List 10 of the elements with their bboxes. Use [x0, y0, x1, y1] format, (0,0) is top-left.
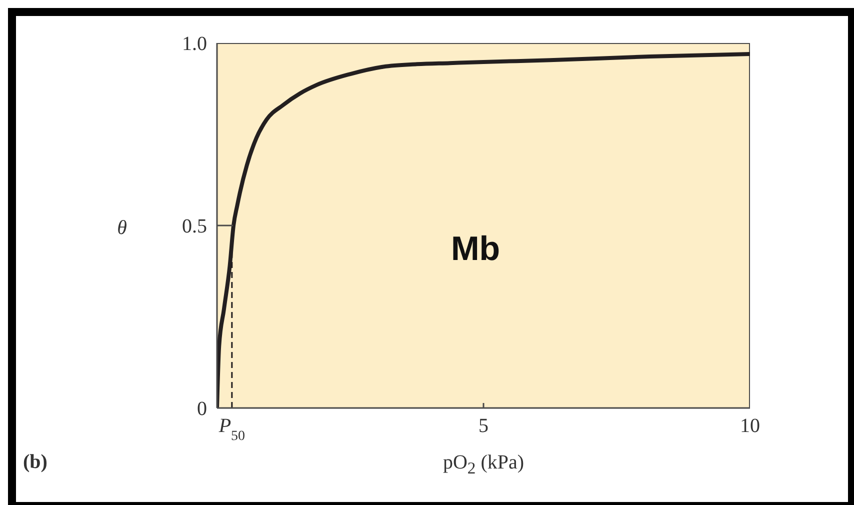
x-tick-label: 5 — [478, 415, 488, 437]
y-tick-label: 0.5 — [182, 216, 207, 238]
x-tick-label: 10 — [740, 415, 760, 437]
y-tick-label: 1.0 — [182, 33, 207, 55]
y-axis-title: θ — [117, 217, 127, 239]
annotation: Mb — [450, 230, 500, 268]
text: (b) — [23, 451, 48, 473]
y-tick-label: 0 — [197, 398, 207, 420]
x-axis-title: pO$_{2}$ (kPa) — [442, 452, 524, 478]
ref-line-label: P$_{50}$ — [218, 415, 246, 444]
